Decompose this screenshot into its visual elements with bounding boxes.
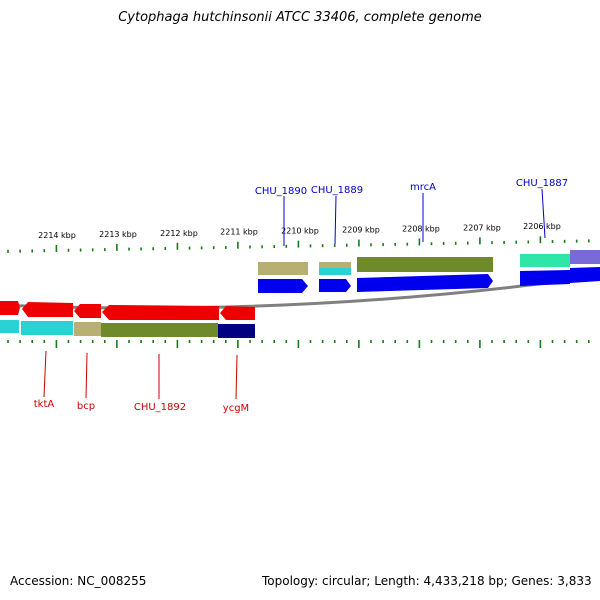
leader-line-bcp	[85, 352, 88, 399]
gene-label-mrca[interactable]: mrcA	[410, 182, 436, 193]
gene-arrow-ycgM[interactable]	[220, 306, 255, 320]
gene-label-tktA[interactable]: tktA	[34, 399, 55, 410]
gene-label-ycgM[interactable]: ycgM	[223, 403, 249, 414]
cog-bar-chu1892	[101, 323, 218, 337]
leader-line-tktA	[43, 350, 47, 398]
gene-arrow-chu1887-a[interactable]	[520, 270, 570, 286]
tick-label: 2212 kbp	[160, 229, 198, 238]
gene-arrow-chu1892[interactable]	[102, 305, 219, 320]
gene-arrow-chu1890[interactable]	[258, 279, 308, 293]
leader-line-ycgM	[235, 354, 238, 400]
gene-arrow-chu1889[interactable]	[319, 279, 351, 292]
tick-label: 2213 kbp	[99, 230, 137, 239]
gene-label-chu1892[interactable]: CHU_1892	[134, 402, 186, 413]
topology-text: Topology: circular; Length: 4,433,218 bp…	[262, 574, 592, 588]
gene-arrow-tktA[interactable]	[22, 302, 73, 317]
cog-bar-ycgM	[218, 324, 255, 338]
tick-marks-lower	[7, 340, 590, 348]
tick-label: 2211 kbp	[220, 228, 258, 237]
gene-arrow-reverse-edge[interactable]	[0, 301, 20, 315]
gene-label-chu1887[interactable]: CHU_1887	[516, 178, 568, 189]
cog-bar-chu1890	[258, 262, 308, 275]
tick-label: 2214 kbp	[38, 231, 76, 240]
cog-bar-tktA	[21, 321, 73, 335]
cog-bar-mrca	[357, 257, 493, 272]
gene-label-bcp[interactable]: bcp	[77, 401, 95, 412]
tick-marks-upper	[7, 236, 590, 253]
cog-bar-chu1889-b	[319, 268, 351, 275]
cog-bar-chu1887-a	[520, 254, 570, 267]
cog-bar-reverse-edge	[0, 320, 19, 333]
tick-label: 2207 kbp	[463, 223, 501, 232]
cog-bar-chu1887-b	[570, 250, 600, 264]
gene-arrow-mrca[interactable]	[357, 274, 493, 292]
tick-label: 2209 kbp	[342, 226, 380, 235]
gene-label-chu1890[interactable]: CHU_1890	[255, 186, 307, 197]
tick-labels: 2214 kbp 2213 kbp 2212 kbp 2211 kbp 2210 kbp…	[38, 222, 561, 240]
gene-arrow-chu1887-b[interactable]	[570, 267, 600, 283]
tick-label: 2210 kbp	[281, 227, 319, 236]
cog-bar-chu1889-a	[319, 262, 351, 268]
leader-line-chu1889	[334, 195, 337, 245]
tick-label: 2206 kbp	[523, 222, 561, 231]
accession-text: Accession: NC_008255	[10, 574, 147, 588]
gene-arrow-bcp[interactable]	[74, 304, 101, 318]
leader-line-chu1887	[541, 188, 546, 239]
map-title: Cytophaga hutchinsonii ATCC 33406, compl…	[118, 10, 482, 25]
tick-label: 2208 kbp	[402, 224, 440, 233]
cog-bar-bcp	[74, 322, 101, 336]
gene-label-chu1889[interactable]: CHU_1889	[311, 185, 363, 196]
